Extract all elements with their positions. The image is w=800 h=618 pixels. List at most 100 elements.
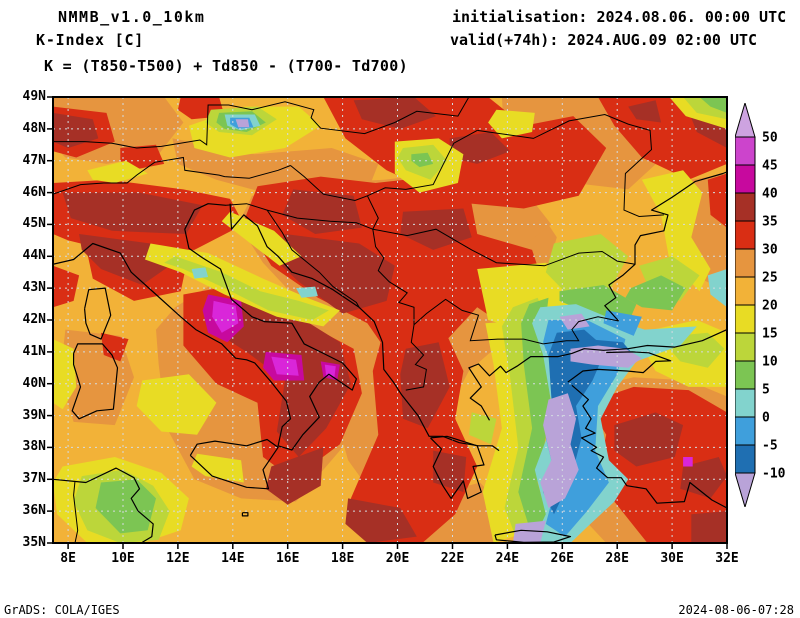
field-region-15_20 [191,453,244,483]
colorbar-label: 15 [762,327,778,342]
lon-tick-label: 26E [550,551,574,566]
field-region-45_50 [271,356,299,376]
lon-tick-label: 28E [605,551,629,566]
colorbar-label: -5 [762,439,778,454]
coastlines [53,171,727,543]
colorbar-label: 10 [762,355,778,370]
field-region-15_20 [53,339,77,410]
field-region-35_40 [265,447,324,505]
lat-tick-label: 47N [22,152,46,168]
k-index-field [53,97,727,543]
formula-text: K = (T850-T500) + Td850 - (T700- Td700) [44,57,408,75]
colorbar-label: 30 [762,243,778,258]
colorbar-arrow-top [735,103,756,138]
field-region-35_40 [282,189,362,234]
render-timestamp: 2024-08-06-07:28 [678,603,794,617]
field-region-lt_m10 [235,119,250,128]
field-region-15_20 [641,170,711,292]
initialisation-time: initialisation: 2024.08.06. 00:00 UTC [452,8,787,26]
lon-tick-label: 32E [715,551,739,566]
field-region-35_40 [353,97,436,129]
field-region-45_50 [683,457,693,467]
lat-tick-label: 41N [22,343,46,359]
field-region-15_20 [488,109,535,139]
axis-ticks [47,96,728,549]
lon-tick-label: 16E [275,551,300,566]
lon-tick-label: 24E [495,551,520,566]
colorbar-segment [735,416,756,446]
lat-tick-label: 38N [22,439,46,455]
colorbar-segment [735,220,756,250]
field-region-15_20 [87,160,148,183]
colorbar-label: -10 [762,467,786,482]
colorbar-segment [735,332,756,362]
colorbar-label: 5 [762,383,770,398]
field-region-30_35 [53,265,80,308]
field-region-35_40 [62,192,203,234]
field-region-5_10 [411,152,434,168]
colorbar-segment [735,192,756,222]
field-region-35_40 [691,511,727,543]
field-region-0_5 [191,267,209,279]
colorbar-label: 35 [762,215,778,230]
lon-tick-label: 8E [60,551,76,566]
valid-time: valid(+74h): 2024.AUG.09 02:00 UTC [450,31,758,49]
colorbar-segment [735,444,756,474]
lon-tick-label: 30E [660,551,684,566]
colorbar-label: 40 [762,187,778,202]
lat-tick-label: 49N [22,89,46,104]
lon-tick-label: 14E [221,551,245,566]
lat-tick-label: 44N [22,248,46,264]
field-region-35_40 [449,132,511,164]
lon-tick-label: 10E [111,551,135,566]
colorbar-label: 50 [762,131,778,146]
lat-tick-label: 40N [22,375,46,391]
model-title: NMMB_v1.0_10km [58,8,206,26]
lat-tick-label: 39N [22,407,46,423]
colorbar-label: 45 [762,159,778,174]
field-region-35_40 [345,498,417,543]
colorbar-label: 20 [762,299,778,314]
field-region-45_50 [324,364,336,378]
lon-tick-label: 12E [166,551,190,566]
field-region-30_35 [101,332,129,362]
lon-tick-label: 20E [385,551,410,566]
field-region-0_5 [296,286,318,298]
field-region-15_20 [221,211,302,266]
lon-tick-label: 18E [330,551,355,566]
grads-credit: GrADS: COLA/IGES [4,603,120,617]
colorbar-label: 0 [762,411,770,426]
lat-tick-label: 46N [22,184,46,200]
field-region-lt_m10 [559,313,590,330]
field-region-35_40 [680,457,727,499]
field-region-35_40 [271,234,395,314]
colorbar-segment [735,276,756,306]
lat-tick-label: 45N [22,216,46,232]
field-region-10_15 [468,412,497,445]
field-region-5_10 [625,275,686,311]
colorbar-segment [735,248,756,278]
field-region-10_15 [545,234,629,298]
lat-tick-label: 36N [22,503,46,519]
field-region-30_35 [707,173,727,228]
field-region-45_50 [212,300,239,333]
field-region-10_15 [501,297,549,543]
lat-tick-label: 43N [22,280,46,296]
field-region-5_10 [95,479,156,534]
lon-tick-label: 22E [440,551,465,566]
field-region-lt_m10 [512,520,546,543]
variable-title: K-Index [C] [36,31,145,49]
field-region-0_5 [707,269,727,308]
colorbar-label: 25 [762,271,778,286]
field-region-35_40 [433,450,467,492]
field-region-15_20 [482,320,533,543]
colorbar-segment [735,164,756,194]
field-region-35_40 [614,412,684,467]
field-region-lt_m10 [570,345,642,368]
colorbar-segment [735,136,756,166]
field-region-5_10 [518,297,552,537]
colorbar-segment [735,304,756,334]
country-borders [53,97,664,543]
